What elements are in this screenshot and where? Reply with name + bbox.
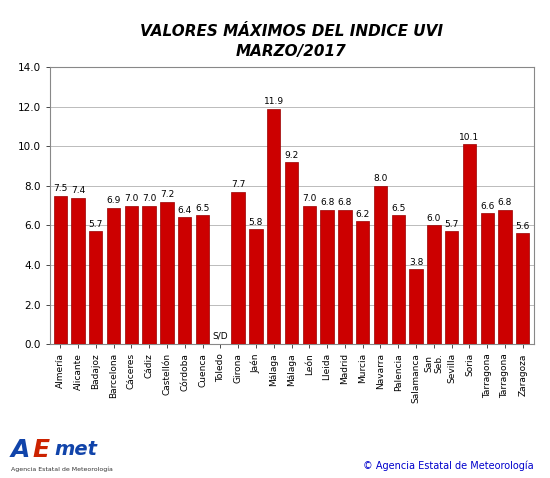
Bar: [142, 206, 156, 344]
Text: 6.4: 6.4: [178, 206, 192, 215]
Title: VALORES MÁXIMOS DEL INDICE UVI
MARZO/2017: VALORES MÁXIMOS DEL INDICE UVI MARZO/201…: [140, 24, 443, 59]
Text: 5.7: 5.7: [444, 220, 459, 229]
Bar: [196, 216, 209, 344]
Text: 7.7: 7.7: [231, 180, 245, 189]
Bar: [267, 109, 280, 344]
Bar: [321, 209, 334, 344]
Text: 7.2: 7.2: [160, 190, 174, 199]
Text: 6.5: 6.5: [195, 204, 210, 213]
Bar: [89, 231, 102, 344]
Text: 6.5: 6.5: [391, 204, 405, 213]
Text: A: A: [11, 437, 30, 462]
Bar: [498, 209, 512, 344]
Text: 7.0: 7.0: [302, 194, 316, 203]
Text: Agencia Estatal de Meteorología: Agencia Estatal de Meteorología: [11, 466, 113, 472]
Text: E: E: [33, 437, 50, 462]
Text: 8.0: 8.0: [373, 174, 388, 184]
Text: © Agencia Estatal de Meteorología: © Agencia Estatal de Meteorología: [363, 460, 534, 471]
Text: 10.1: 10.1: [459, 133, 480, 142]
Text: 3.8: 3.8: [409, 258, 424, 267]
Text: 6.6: 6.6: [480, 202, 494, 211]
Bar: [481, 214, 494, 344]
Bar: [516, 233, 530, 344]
Text: 6.8: 6.8: [320, 198, 334, 207]
Text: 6.8: 6.8: [498, 198, 512, 207]
Text: 7.4: 7.4: [71, 186, 85, 195]
Bar: [409, 269, 423, 344]
Bar: [338, 209, 351, 344]
Text: 7.0: 7.0: [142, 194, 156, 203]
Bar: [302, 206, 316, 344]
Bar: [178, 217, 191, 344]
Bar: [463, 144, 476, 344]
Bar: [53, 196, 67, 344]
Bar: [285, 162, 298, 344]
Text: S/D: S/D: [212, 332, 228, 341]
Text: 7.0: 7.0: [124, 194, 139, 203]
Bar: [392, 216, 405, 344]
Text: 5.7: 5.7: [89, 220, 103, 229]
Bar: [249, 229, 262, 344]
Text: 5.6: 5.6: [516, 222, 530, 231]
Bar: [125, 206, 138, 344]
Text: met: met: [54, 440, 97, 459]
Bar: [232, 192, 245, 344]
Bar: [72, 197, 85, 344]
Text: 6.9: 6.9: [106, 196, 121, 205]
Text: 6.8: 6.8: [338, 198, 352, 207]
Bar: [160, 202, 174, 344]
Bar: [427, 225, 441, 344]
Text: 5.8: 5.8: [249, 218, 263, 227]
Text: 7.5: 7.5: [53, 184, 67, 193]
Text: 6.2: 6.2: [355, 210, 370, 219]
Bar: [374, 186, 387, 344]
Text: 9.2: 9.2: [284, 151, 299, 160]
Text: 11.9: 11.9: [263, 97, 284, 106]
Bar: [445, 231, 458, 344]
Text: 6.0: 6.0: [427, 214, 441, 223]
Bar: [107, 207, 120, 344]
Bar: [356, 221, 370, 344]
